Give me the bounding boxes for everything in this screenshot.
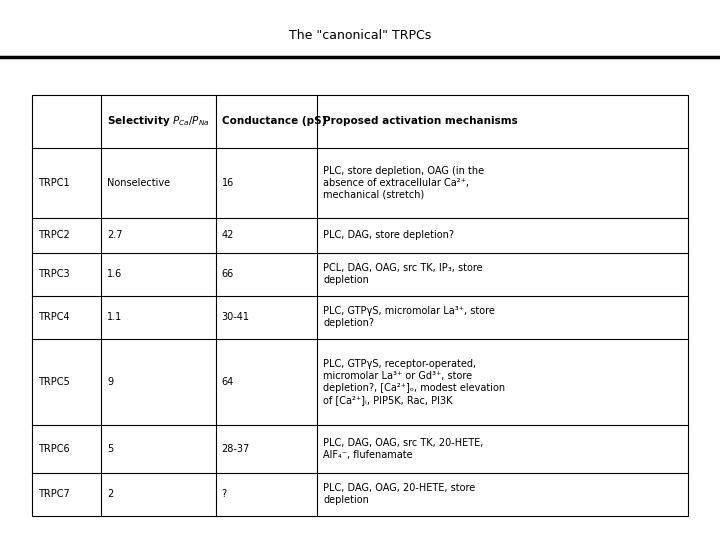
Text: PLC, store depletion, OAG (in the
absence of extracellular Ca²⁺,
mechanical (str: PLC, store depletion, OAG (in the absenc… — [323, 166, 485, 200]
Text: 1.6: 1.6 — [107, 269, 122, 279]
Text: Selectivity $P_{Ca}/P_{Na}$: Selectivity $P_{Ca}/P_{Na}$ — [107, 114, 210, 128]
Text: PCL, DAG, OAG, src TK, IP₃, store
depletion: PCL, DAG, OAG, src TK, IP₃, store deplet… — [323, 264, 483, 285]
Text: PLC, DAG, OAG, src TK, 20-HETE,
AlF₄⁻, flufenamate: PLC, DAG, OAG, src TK, 20-HETE, AlF₄⁻, f… — [323, 438, 484, 460]
Text: TRPC6: TRPC6 — [38, 444, 70, 454]
Text: TRPC3: TRPC3 — [38, 269, 70, 279]
Text: 42: 42 — [222, 230, 234, 240]
Text: 2: 2 — [107, 489, 113, 499]
Text: TRPC5: TRPC5 — [38, 377, 70, 387]
Text: 2.7: 2.7 — [107, 230, 122, 240]
Text: ?: ? — [222, 489, 227, 499]
Text: 16: 16 — [222, 178, 234, 188]
Text: Nonselective: Nonselective — [107, 178, 170, 188]
Text: 1.1: 1.1 — [107, 313, 122, 322]
Text: Conductance (pS): Conductance (pS) — [222, 116, 326, 126]
Text: 28-37: 28-37 — [222, 444, 250, 454]
Text: 9: 9 — [107, 377, 113, 387]
Text: 64: 64 — [222, 377, 234, 387]
Text: TRPC2: TRPC2 — [38, 230, 70, 240]
Text: TRPC4: TRPC4 — [38, 313, 70, 322]
Text: PLC, DAG, OAG, 20-HETE, store
depletion: PLC, DAG, OAG, 20-HETE, store depletion — [323, 483, 475, 505]
Text: PLC, GTPγS, micromolar La³⁺, store
depletion?: PLC, GTPγS, micromolar La³⁺, store deple… — [323, 306, 495, 328]
Text: Proposed activation mechanisms: Proposed activation mechanisms — [323, 116, 518, 126]
Text: PLC, GTPγS, receptor-operated,
micromolar La³⁺ or Gd³⁺, store
depletion?, [Ca²⁺]: PLC, GTPγS, receptor-operated, micromola… — [323, 359, 505, 405]
Text: TRPC1: TRPC1 — [38, 178, 70, 188]
Text: 30-41: 30-41 — [222, 313, 250, 322]
Text: PLC, DAG, store depletion?: PLC, DAG, store depletion? — [323, 230, 454, 240]
Text: 66: 66 — [222, 269, 234, 279]
Text: The "canonical" TRPCs: The "canonical" TRPCs — [289, 29, 431, 42]
Text: 5: 5 — [107, 444, 113, 454]
Text: TRPC7: TRPC7 — [38, 489, 70, 499]
Bar — [32, 94, 688, 516]
